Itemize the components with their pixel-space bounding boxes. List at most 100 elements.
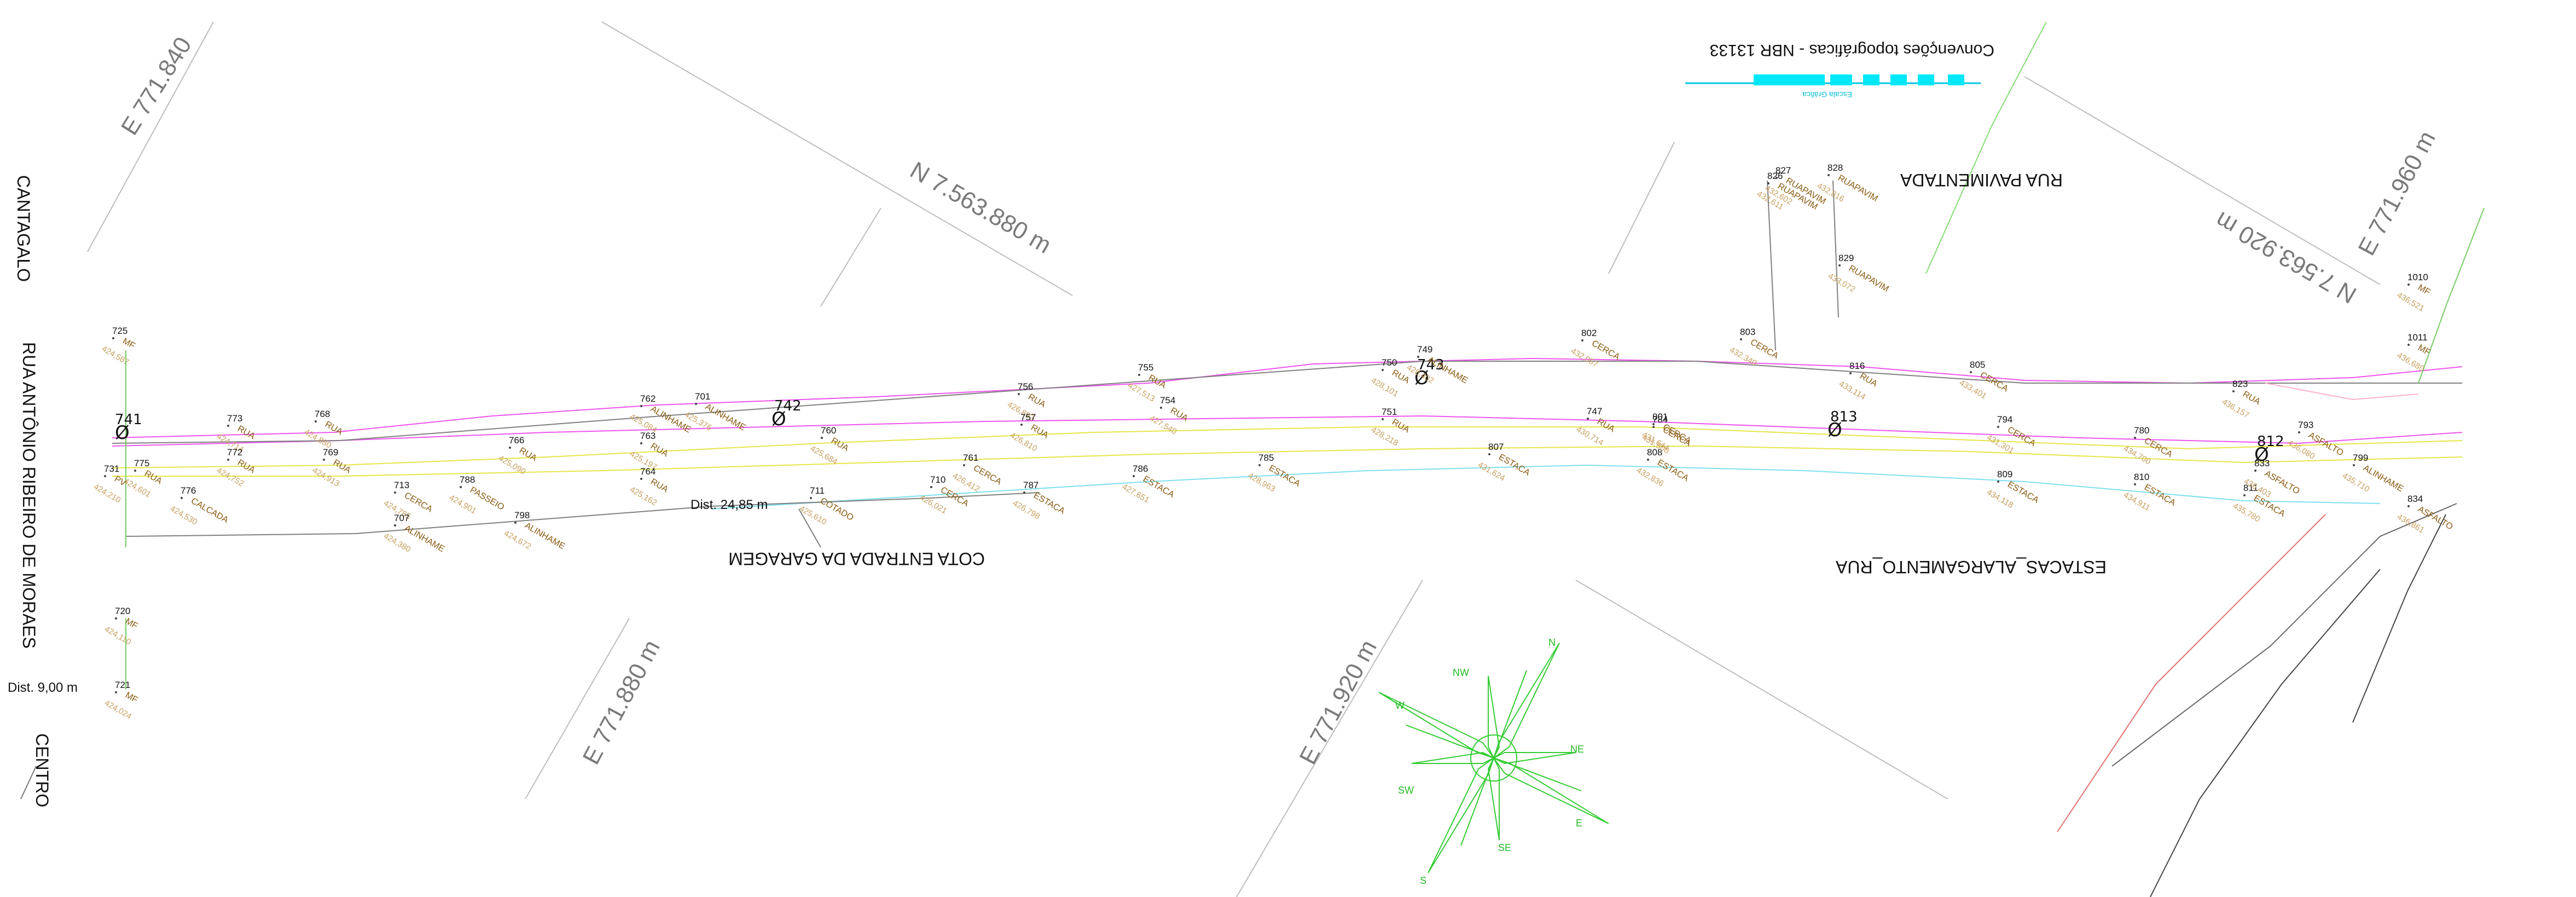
survey-point-marker bbox=[227, 459, 229, 461]
survey-point-marker bbox=[181, 497, 183, 499]
grid-label-e771960: E 771.960 m bbox=[2353, 126, 2441, 259]
survey-point-code: MF bbox=[2416, 343, 2432, 357]
survey-point-marker bbox=[1997, 481, 1999, 483]
survey-point-marker bbox=[963, 464, 965, 466]
survey-point-code: MF bbox=[124, 691, 140, 705]
street-cota-garagem: COTA ENTRADA DA GARAGEM bbox=[728, 549, 985, 569]
street-estacas: ESTACAS_ALARGAMENTO_RUA bbox=[1835, 557, 2107, 577]
survey-point-number: 725 bbox=[112, 326, 127, 336]
legend: Convenções topográficas - NBR 13133 Esca… bbox=[1685, 41, 1994, 99]
survey-point-code: RUA bbox=[1596, 417, 1616, 435]
survey-point-number: 802 bbox=[1581, 328, 1597, 338]
survey-point-marker bbox=[1652, 423, 1655, 425]
survey-point-number: 811 bbox=[2243, 483, 2258, 493]
survey-point-marker bbox=[1133, 475, 1135, 477]
grid-label-e771920: E 771.920 m bbox=[1295, 635, 1382, 768]
survey-point-elevation: 428,218 bbox=[1370, 425, 1400, 448]
survey-point-marker bbox=[640, 478, 642, 480]
survey-point-elevation: 428,101 bbox=[1370, 376, 1400, 399]
survey-point-number: 764 bbox=[640, 466, 655, 477]
survey-point-number: 763 bbox=[640, 431, 655, 441]
survey-point-number: 769 bbox=[323, 447, 338, 458]
survey-point-number: 773 bbox=[227, 413, 242, 424]
survey-point-elevation: 430,714 bbox=[1575, 425, 1605, 448]
compass-east-label: E bbox=[1576, 818, 1582, 829]
survey-point-number: 826 bbox=[1767, 171, 1783, 181]
legend-scale-bar bbox=[1863, 74, 1879, 85]
tree-symbol-742: 742 Ø bbox=[771, 398, 802, 430]
survey-point-number: 1011 bbox=[2407, 332, 2428, 343]
survey-point-number: 713 bbox=[394, 480, 409, 490]
symbol-number: 743 bbox=[1417, 357, 1444, 373]
survey-point-elevation: 434,911 bbox=[2122, 490, 2151, 513]
survey-point-marker bbox=[460, 486, 462, 488]
survey-point-marker bbox=[1023, 491, 1025, 494]
survey-point-marker bbox=[640, 442, 642, 444]
survey-point-marker bbox=[514, 522, 517, 524]
survey-point-marker bbox=[2298, 431, 2300, 433]
survey-point-elevation: 434,118 bbox=[1985, 488, 2015, 510]
survey-point-marker bbox=[104, 475, 106, 477]
survey-point-number: 1010 bbox=[2407, 272, 2428, 282]
tree-symbol-813: 813 Ø bbox=[1827, 409, 1858, 441]
survey-point-marker bbox=[115, 617, 117, 620]
survey-point-number: 808 bbox=[1647, 447, 1662, 458]
street-cantagalo: CANTAGALO bbox=[14, 175, 33, 282]
survey-point-elevation: 428,963 bbox=[1246, 471, 1277, 494]
survey-point-marker bbox=[1647, 459, 1649, 461]
survey-point-number: 762 bbox=[640, 393, 655, 404]
survey-point-number: 803 bbox=[1740, 327, 1755, 337]
survey-point-elevation: 424,530 bbox=[169, 504, 199, 527]
survey-point-number: 772 bbox=[227, 447, 242, 458]
tree-symbol-icon: Ø bbox=[2254, 444, 2269, 466]
survey-point-marker bbox=[2254, 470, 2256, 472]
survey-point-number: 775 bbox=[134, 458, 149, 468]
survey-point-code: RUA bbox=[1029, 423, 1050, 441]
compass-west-label: W bbox=[1395, 700, 1405, 711]
survey-point-number: 816 bbox=[1849, 361, 1865, 371]
survey-point-number: 761 bbox=[963, 453, 978, 463]
survey-point-elevation: 432,057 bbox=[1569, 346, 1599, 369]
survey-point-marker bbox=[509, 447, 511, 449]
survey-point-marker bbox=[695, 403, 697, 405]
legend-scale-bar bbox=[1754, 74, 1825, 85]
survey-point-code: RUA bbox=[1026, 392, 1047, 410]
survey-point-marker bbox=[2134, 437, 2136, 439]
survey-point-number: 827 bbox=[1776, 165, 1791, 176]
survey-point-code: RUA bbox=[332, 458, 352, 476]
survey-point-number: 710 bbox=[930, 474, 945, 485]
survey-point-elevation: 436,680 bbox=[2395, 351, 2426, 374]
survey-point-number: 784 bbox=[1652, 414, 1668, 425]
survey-point-marker bbox=[115, 691, 117, 693]
survey-point-code: RUA bbox=[1858, 372, 1879, 389]
survey-point-elevation: 435,780 bbox=[2231, 501, 2261, 524]
survey-point-marker bbox=[2243, 494, 2246, 496]
survey-point-marker bbox=[640, 405, 642, 407]
tree-symbol-icon: Ø bbox=[1414, 367, 1429, 389]
survey-point-number: 798 bbox=[514, 510, 530, 520]
survey-point-number: 809 bbox=[1997, 469, 2012, 479]
survey-point-number: 805 bbox=[1970, 360, 1985, 370]
survey-point-number: 701 bbox=[695, 391, 710, 402]
survey-point-marker bbox=[2407, 344, 2410, 346]
survey-point-elevation: 432,836 bbox=[1635, 466, 1665, 489]
survey-point-marker bbox=[2232, 390, 2235, 392]
survey-point-marker bbox=[1767, 182, 1769, 184]
street-underline bbox=[20, 766, 37, 800]
survey-point-elevation: 424,210 bbox=[92, 482, 122, 505]
survey-point-elevation: 427,651 bbox=[1121, 482, 1151, 505]
